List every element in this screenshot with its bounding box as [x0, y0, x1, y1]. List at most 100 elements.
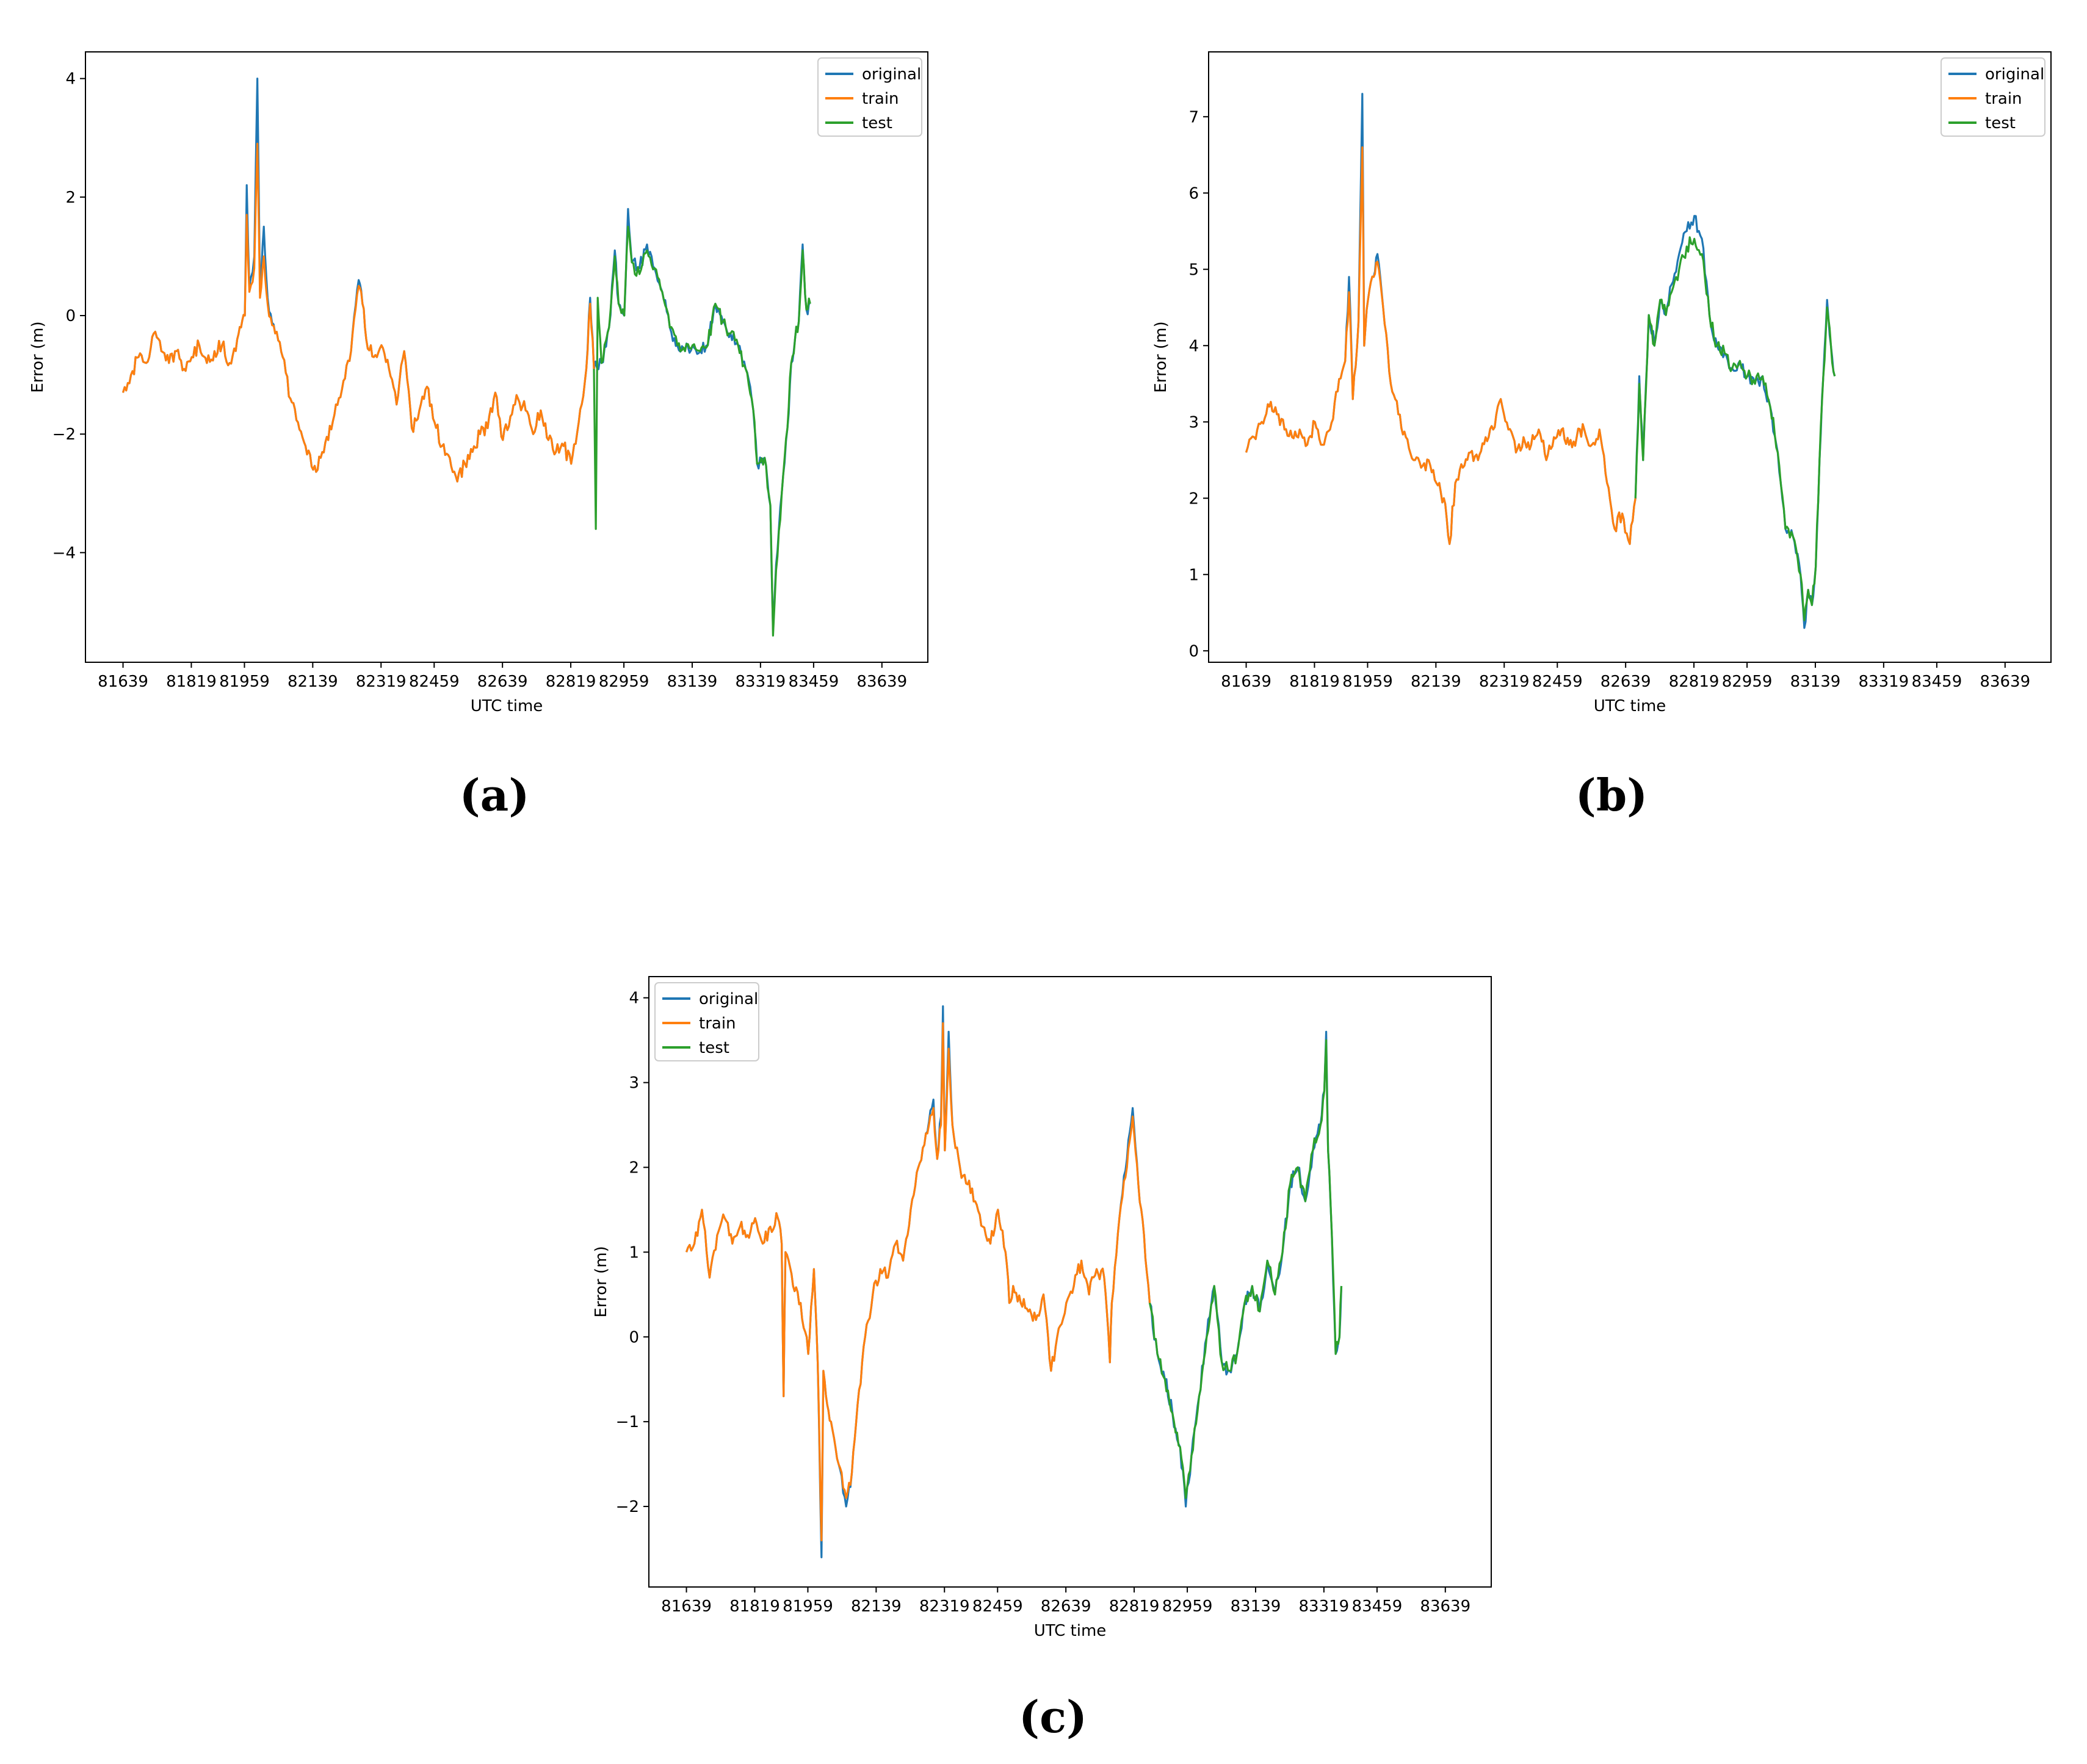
- x-tick-label: 82459: [409, 673, 460, 691]
- legend-box: [817, 57, 922, 137]
- x-tick-label: 83459: [1912, 673, 1962, 691]
- legend: original train test: [654, 982, 759, 1061]
- y-tick-label: 7: [1188, 108, 1199, 126]
- y-tick-label: 2: [1188, 490, 1199, 508]
- series-line-test: [593, 225, 811, 637]
- caption-c: (c): [1019, 1691, 1087, 1743]
- x-tick-label: 82819: [546, 673, 596, 691]
- x-tick-label: 82459: [1532, 673, 1583, 691]
- x-tick-label: 83459: [1352, 1597, 1403, 1616]
- y-tick-label: −1: [616, 1413, 639, 1431]
- chart-panel-c: 81639 81819 81959 82139 82319 82459 82639 82819…: [549, 916, 1593, 1648]
- y-tick-label: 6: [1188, 184, 1199, 203]
- series-line-original: [121, 78, 811, 631]
- series-line-train: [1245, 146, 1637, 545]
- series-line-test: [1634, 236, 1836, 621]
- legend-label-train: train: [862, 90, 899, 108]
- y-tick-label: 0: [65, 307, 76, 325]
- y-axis-title: Error (m): [29, 321, 47, 392]
- x-tick-label: 82139: [1411, 673, 1461, 691]
- x-tick-label: 83639: [856, 673, 907, 691]
- y-tick-label: 0: [1188, 642, 1199, 660]
- legend-label-original: original: [862, 65, 921, 84]
- y-tick-label: −2: [52, 425, 76, 444]
- x-tick-label: 82639: [477, 673, 528, 691]
- x-tick-label: 81639: [98, 673, 148, 691]
- x-tick-label: 83639: [1420, 1597, 1470, 1616]
- chart-b-svg: 81639 81819 81959 82139 82319 82459 82639 82819…: [1152, 51, 2052, 715]
- legend-label-train: train: [1985, 90, 2022, 108]
- caption-b: (b): [1575, 769, 1648, 821]
- series-line-train: [121, 142, 595, 483]
- legend-label-original: original: [1985, 65, 2044, 84]
- x-tick-label: 83319: [1859, 673, 1909, 691]
- legend: original train test: [1941, 57, 2045, 137]
- plot-frame: [85, 51, 928, 663]
- y-tick-label: 4: [629, 989, 639, 1008]
- x-axis-title: UTC time: [1594, 697, 1666, 715]
- y-tick-label: 5: [1188, 261, 1199, 279]
- legend-box: [1941, 57, 2045, 137]
- x-tick-label: 81639: [661, 1597, 712, 1616]
- chart-panel-b: 81639 81819 81959 82139 82319 82459 82639 82819…: [1044, 0, 2087, 732]
- x-tick-label: 82959: [599, 673, 649, 691]
- x-tick-label: 82319: [919, 1597, 970, 1616]
- x-tick-label: 82459: [972, 1597, 1023, 1616]
- chart-c-svg: 81639 81819 81959 82139 82319 82459 82639 82819…: [592, 976, 1492, 1640]
- x-tick-label: 82319: [1479, 673, 1530, 691]
- plot-frame: [648, 976, 1492, 1588]
- x-tick-label: 81639: [1221, 673, 1271, 691]
- legend-label-test: test: [862, 114, 892, 132]
- plot-frame: [1208, 51, 2052, 663]
- y-tick-label: 3: [1188, 413, 1199, 432]
- x-tick-label: 83459: [789, 673, 839, 691]
- y-tick-label: −4: [52, 544, 76, 562]
- x-tick-label: 83139: [1790, 673, 1841, 691]
- legend-label-test: test: [699, 1039, 729, 1057]
- x-tick-label: 82639: [1601, 673, 1651, 691]
- y-tick-label: 1: [1188, 566, 1199, 584]
- x-tick-label: 82639: [1041, 1597, 1091, 1616]
- y-tick-label: 1: [629, 1243, 639, 1262]
- x-tick-label: 81959: [1342, 673, 1393, 691]
- x-tick-label: 82819: [1669, 673, 1720, 691]
- y-axis-title: Error (m): [1152, 321, 1170, 392]
- x-tick-label: 83639: [1980, 673, 2030, 691]
- y-tick-label: 2: [65, 189, 76, 207]
- chart-a-svg: 81639 81819 81959 82139 82319 82459 82639 82819…: [29, 51, 928, 715]
- x-tick-label: 83319: [736, 673, 786, 691]
- x-tick-label: 82819: [1109, 1597, 1160, 1616]
- legend-label-train: train: [699, 1014, 736, 1033]
- legend-box: [654, 982, 759, 1061]
- y-tick-label: −2: [616, 1498, 639, 1516]
- x-tick-label: 83319: [1299, 1597, 1350, 1616]
- x-tick-label: 81819: [1289, 673, 1340, 691]
- legend: original train test: [817, 57, 922, 137]
- x-tick-label: 81819: [729, 1597, 780, 1616]
- x-tick-label: 82959: [1162, 1597, 1213, 1616]
- chart-panel-a: 81639 81819 81959 82139 82319 82459 82639 82819…: [0, 0, 1044, 732]
- x-tick-label: 83139: [1231, 1597, 1281, 1616]
- y-tick-label: 3: [629, 1074, 639, 1093]
- x-tick-label: 81959: [783, 1597, 833, 1616]
- y-axis-title: Error (m): [592, 1246, 610, 1317]
- x-tick-label: 83139: [667, 673, 718, 691]
- series-line-train: [685, 1022, 1151, 1542]
- series-line-original: [1245, 93, 1836, 629]
- x-tick-label: 82959: [1722, 673, 1773, 691]
- x-tick-label: 81819: [166, 673, 217, 691]
- caption-a: (a): [459, 769, 530, 821]
- x-tick-label: 82319: [356, 673, 407, 691]
- x-tick-label: 81959: [219, 673, 270, 691]
- y-tick-label: 4: [65, 70, 76, 89]
- y-tick-label: 4: [1188, 337, 1199, 355]
- x-axis-title: UTC time: [471, 697, 543, 715]
- x-axis-title: UTC time: [1034, 1622, 1107, 1640]
- legend-label-original: original: [699, 990, 758, 1008]
- series-line-test: [1148, 1039, 1343, 1499]
- x-tick-label: 82139: [288, 673, 338, 691]
- x-tick-label: 82139: [851, 1597, 902, 1616]
- y-tick-label: 2: [629, 1159, 639, 1177]
- y-tick-label: 0: [629, 1328, 639, 1346]
- legend-label-test: test: [1985, 114, 2016, 132]
